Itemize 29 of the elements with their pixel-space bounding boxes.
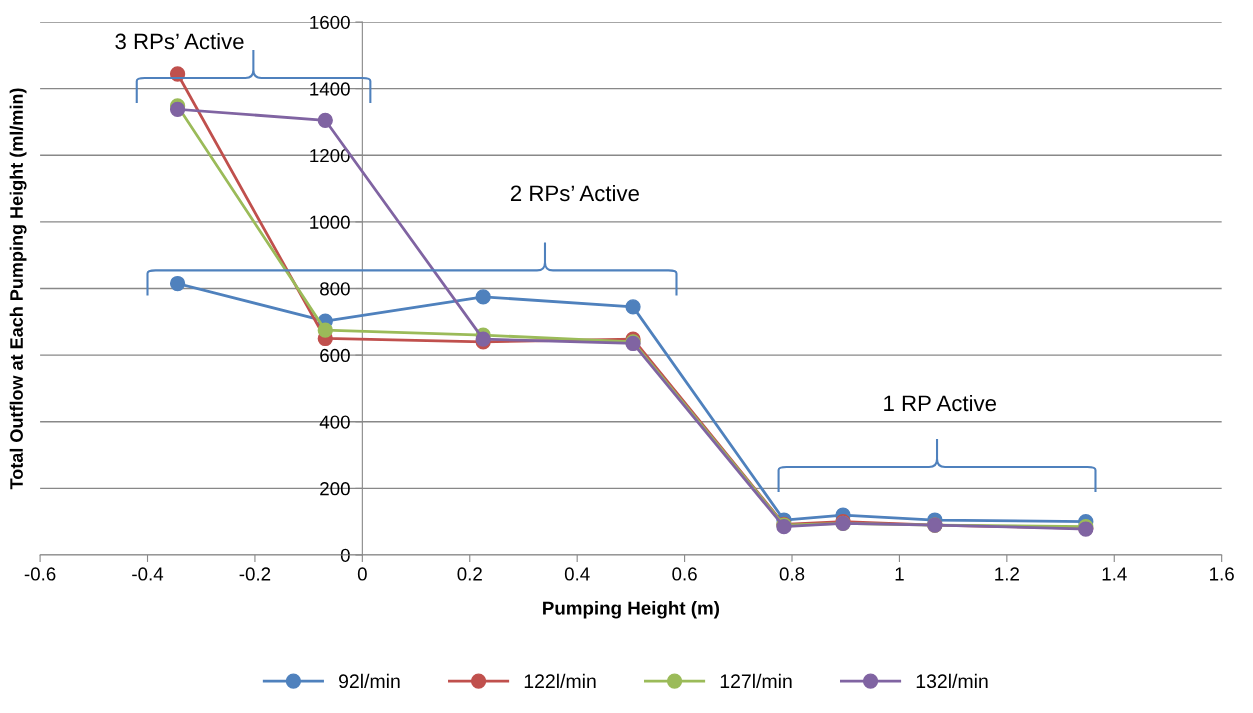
y-tick-label: 0: [340, 548, 350, 562]
annotation: 2 RPs’ Active: [510, 184, 639, 202]
x-tick-label: 0.4: [564, 567, 590, 581]
x-tick-label: 0.6: [672, 567, 697, 581]
x-axis-title: Pumping Height (m): [543, 600, 720, 619]
legend-label: 132l/min: [916, 673, 988, 689]
legend-label: 122l/min: [524, 673, 596, 689]
y-tick-label: 1600: [310, 15, 350, 30]
x-tick-label: 0: [357, 567, 367, 581]
y-tick-label: 400: [319, 415, 350, 429]
legend-label: 92l/min: [339, 673, 400, 689]
x-tick-label: -0.4: [132, 567, 164, 581]
x-tick-label: -0.2: [239, 567, 271, 581]
annotation: 3 RPs’ Active: [115, 32, 244, 50]
y-tick-label: 800: [320, 282, 350, 296]
y-axis-title: Total Outflow at Each Pumping Height (ml/min): [9, 88, 27, 490]
x-tick-label: 1: [895, 567, 904, 581]
y-tick-label: 600: [320, 348, 350, 363]
x-tick-label: -0.6: [24, 567, 56, 581]
annotation: 1 RP Active: [884, 394, 996, 412]
x-tick-label: 1.6: [1210, 567, 1234, 581]
x-tick-label: 1.4: [1102, 567, 1127, 581]
y-tick-label: 200: [320, 482, 350, 496]
x-tick-label: 0.2: [457, 567, 482, 581]
x-tick-label: 0.8: [779, 567, 805, 581]
y-tick-label: 1400: [310, 82, 350, 96]
legend-label: 127l/min: [720, 673, 792, 689]
y-tick-label: 1000: [310, 215, 350, 229]
x-tick-label: 1.2: [995, 567, 1019, 581]
